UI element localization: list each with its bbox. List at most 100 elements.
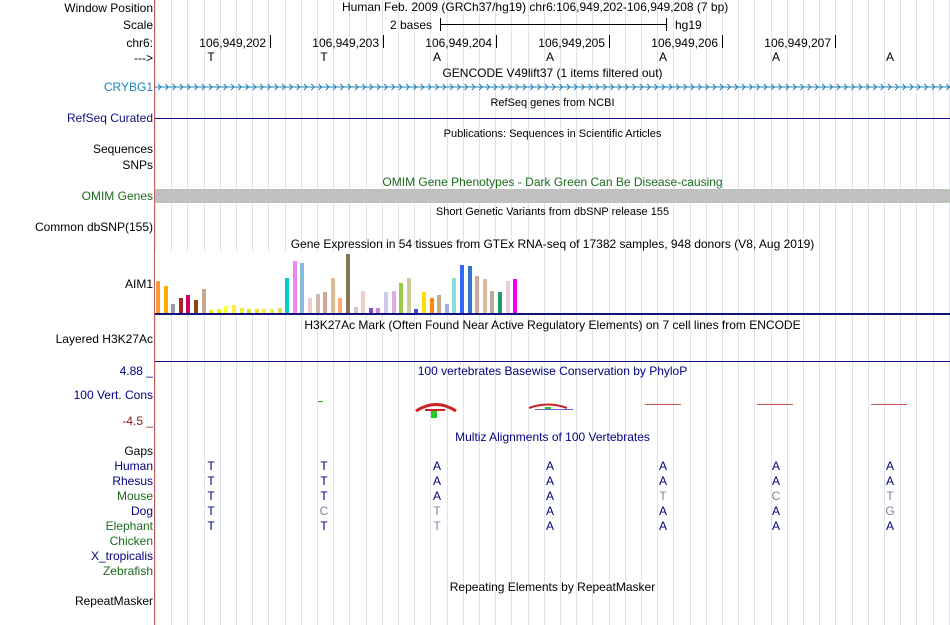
species-label-human[interactable]: Human [114,459,153,473]
multiz-title[interactable]: Multiz Alignments of 100 Vertebrates [455,430,650,444]
gtex-tissue-bar[interactable] [513,279,518,313]
gencode-strand-chevron [325,83,330,91]
gtex-tissue-bar[interactable] [376,308,381,313]
gtex-tissue-bar[interactable] [330,278,335,313]
gtex-tissue-bar[interactable] [300,263,305,313]
gtex-tissue-bar[interactable] [437,295,442,313]
gtex-tissue-bar[interactable] [346,254,350,313]
gencode-strand-chevron [800,83,805,91]
gencode-strand-chevron [296,83,301,91]
gtex-tissue-bar[interactable] [285,278,290,313]
gtex-tissue-bar[interactable] [171,304,176,313]
gtex-tissue-bar[interactable] [452,278,457,313]
gtex-tissue-bar[interactable] [384,292,388,313]
omim-title[interactable]: OMIM Gene Phenotypes - Dark Green Can Be… [382,175,723,189]
strand-label[interactable]: ---> [134,51,153,65]
gtex-tissue-bar[interactable] [406,278,411,313]
gencode-strand-chevron [347,83,352,91]
species-label-zebrafish[interactable]: Zebrafish [102,564,153,578]
gencode-strand-chevron [464,83,469,91]
grid-line [706,0,707,625]
gtex-tissue-bar[interactable] [353,307,358,313]
dna-base: T [207,50,215,64]
gtex-tissue-bar[interactable] [201,289,206,313]
h3k27ac-title[interactable]: H3K27Ac Mark (Often Found Near Active Re… [304,318,801,332]
refseq-title[interactable]: RefSeq genes from NCBI [490,97,615,109]
gtex-tissue-bar[interactable] [399,283,404,313]
gtex-tissue-bar[interactable] [460,265,464,313]
gencode-item-label[interactable]: CRYBG1 [103,80,153,94]
phylop-title[interactable]: 100 vertebrates Basewise Conservation by… [417,364,688,378]
gencode-gene-line[interactable] [155,81,950,93]
species-label-x_tropicalis[interactable]: X_tropicalis [90,549,153,563]
gtex-title[interactable]: Gene Expression in 54 tissues from GTEx … [290,237,815,251]
gencode-strand-chevron [814,83,819,91]
gtex-tissue-bar[interactable] [247,309,252,313]
gencode-strand-chevron [398,83,403,91]
alignment-base: T [207,489,215,503]
gtex-tissue-bar[interactable] [391,291,396,313]
species-label-rhesus[interactable]: Rhesus [112,474,153,488]
gtex-tissue-bar[interactable] [422,292,426,313]
phylop-label[interactable]: 100 Vert. Cons [73,388,153,402]
phylop-graph[interactable] [155,398,950,422]
gtex-tissue-bar[interactable] [262,309,267,313]
gtex-tissue-bar[interactable] [239,308,244,313]
gtex-tissue-bar[interactable] [156,281,160,313]
gtex-tissue-bar[interactable] [498,292,502,313]
repeatmasker-title[interactable]: Repeating Elements by RepeatMasker [449,580,656,594]
gtex-tissue-bar[interactable] [444,304,449,313]
gtex-tissue-bar[interactable] [224,306,229,313]
gtex-tissue-bar[interactable] [308,298,312,313]
gencode-strand-chevron [661,83,666,91]
grid-line [657,0,658,625]
dbsnp-label[interactable]: Common dbSNP(155) [34,220,153,234]
omim-label[interactable]: OMIM Genes [81,189,153,203]
species-label-elephant[interactable]: Elephant [105,519,153,533]
gtex-tissue-bar[interactable] [178,298,183,313]
h3k27ac-label[interactable]: Layered H3K27Ac [55,332,153,346]
gtex-tissue-bar[interactable] [505,281,510,313]
alignment-base: A [885,459,894,473]
gtex-tissue-bar[interactable] [186,295,191,313]
species-label-chicken[interactable]: Chicken [109,534,153,548]
publications-label[interactable]: Sequences [92,142,153,156]
gtex-tissue-bar[interactable] [361,291,366,313]
gtex-tissue-bar[interactable] [270,309,274,313]
snps-label[interactable]: SNPs [122,158,153,172]
gtex-tissue-bar[interactable] [482,279,487,313]
gencode-strand-chevron [931,83,936,91]
refseq-gene-line[interactable] [155,118,950,119]
gencode-title[interactable]: GENCODE V49lift37 (1 items filtered out) [442,66,663,80]
gaps-label[interactable]: Gaps [124,444,153,458]
dbsnp-title[interactable]: Short Genetic Variants from dbSNP releas… [435,206,670,218]
gencode-strand-chevron [668,83,673,91]
gtex-tissue-bar[interactable] [163,286,168,313]
gtex-tissue-bar[interactable] [292,261,297,313]
gtex-tissue-bar[interactable] [338,298,343,313]
gtex-tissue-bar[interactable] [194,300,198,313]
gtex-tissue-bar[interactable] [277,308,282,313]
gtex-tissue-bar[interactable] [315,294,320,313]
gtex-tissue-bar[interactable] [490,291,495,313]
gtex-bar-chart[interactable] [155,252,535,313]
gencode-strand-chevron [821,83,827,91]
publications-title[interactable]: Publications: Sequences in Scientific Ar… [443,128,662,140]
gtex-tissue-bar[interactable] [254,309,259,313]
gtex-tissue-bar[interactable] [323,292,328,313]
gtex-tissue-bar[interactable] [414,309,419,313]
gencode-strand-chevron [522,83,527,91]
gtex-tissue-bar[interactable] [475,276,480,313]
gtex-tissue-bar[interactable] [232,305,236,313]
gtex-tissue-bar[interactable] [467,266,472,313]
refseq-label[interactable]: RefSeq Curated [66,111,153,125]
omim-phenotype-bar[interactable] [155,189,950,203]
gtex-tissue-bar[interactable] [429,298,434,313]
gtex-tissue-bar[interactable] [368,308,373,313]
repeatmasker-label[interactable]: RepeatMasker [74,594,153,608]
gtex-tissue-bar[interactable] [216,309,221,313]
species-label-dog[interactable]: Dog [130,504,153,518]
gtex-item-label[interactable]: AIM1 [124,277,153,291]
species-label-mouse[interactable]: Mouse [116,489,153,503]
gtex-tissue-bar[interactable] [209,310,214,313]
